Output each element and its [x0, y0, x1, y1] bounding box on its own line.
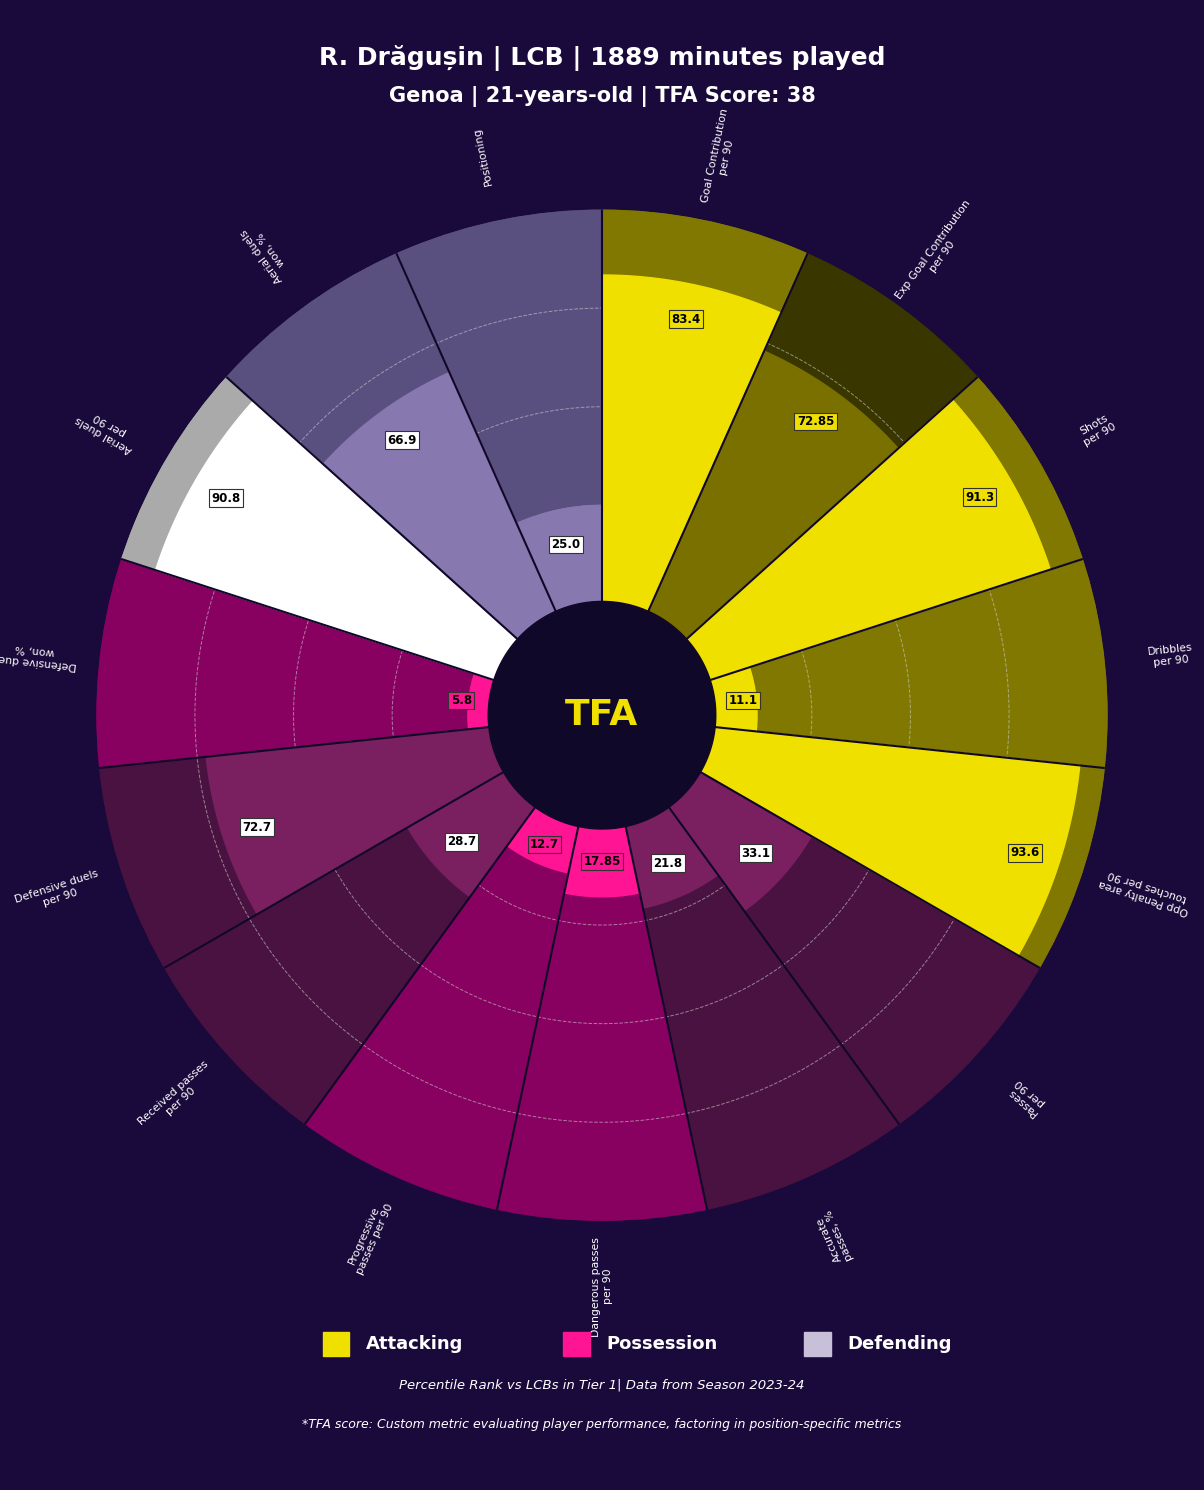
Polygon shape — [99, 727, 506, 968]
Text: Percentile Rank vs LCBs in Tier 1| Data from Season 2023-24: Percentile Rank vs LCBs in Tier 1| Data … — [400, 1378, 804, 1392]
Text: Shots
per 90: Shots per 90 — [1076, 411, 1117, 448]
Polygon shape — [396, 210, 602, 614]
Polygon shape — [226, 253, 556, 641]
Text: 12.7: 12.7 — [530, 837, 559, 851]
Polygon shape — [648, 253, 978, 641]
Text: Dangerous passes
per 90: Dangerous passes per 90 — [591, 1237, 613, 1337]
Polygon shape — [685, 399, 1050, 681]
Polygon shape — [698, 727, 1105, 968]
Text: Genoa | 21-years-old | TFA Score: 38: Genoa | 21-years-old | TFA Score: 38 — [389, 86, 815, 107]
Polygon shape — [164, 770, 537, 1125]
Text: Exp Goal Contribution
per 90: Exp Goal Contribution per 90 — [893, 198, 981, 308]
Text: Defensive duels
won, %: Defensive duels won, % — [0, 641, 78, 671]
Polygon shape — [602, 276, 781, 614]
Text: Attacking: Attacking — [366, 1335, 464, 1353]
Text: Aerial duels
won, %: Aerial duels won, % — [238, 221, 294, 285]
Text: 72.85: 72.85 — [797, 414, 834, 428]
Text: 83.4: 83.4 — [672, 313, 701, 326]
Text: 17.85: 17.85 — [583, 855, 621, 869]
Polygon shape — [507, 805, 579, 873]
Polygon shape — [206, 727, 506, 915]
Polygon shape — [155, 401, 519, 681]
Polygon shape — [648, 352, 898, 641]
Polygon shape — [667, 770, 1040, 1125]
Polygon shape — [468, 673, 496, 729]
Polygon shape — [96, 559, 496, 767]
Text: Received passes
per 90: Received passes per 90 — [136, 1059, 218, 1135]
Text: Defending: Defending — [848, 1335, 952, 1353]
Polygon shape — [408, 770, 537, 897]
Text: Aerial duels
per 90: Aerial duels per 90 — [75, 404, 140, 454]
Text: R. Drăgușin | LCB | 1889 minutes played: R. Drăgușin | LCB | 1889 minutes played — [319, 45, 885, 70]
Text: *TFA score: Custom metric evaluating player performance, factoring in position-s: *TFA score: Custom metric evaluating pla… — [302, 1418, 902, 1432]
Polygon shape — [625, 805, 899, 1210]
Text: Positioning: Positioning — [472, 127, 495, 186]
Polygon shape — [489, 602, 715, 828]
Text: Progressive
passes per 90: Progressive passes per 90 — [344, 1198, 395, 1277]
Text: Goal Contribution
per 90: Goal Contribution per 90 — [701, 107, 742, 206]
Polygon shape — [698, 727, 1080, 955]
Polygon shape — [497, 824, 707, 1220]
Text: Opp Penalty area
touches per 90: Opp Penalty area touches per 90 — [1097, 867, 1193, 916]
Text: 66.9: 66.9 — [388, 434, 417, 447]
Polygon shape — [708, 668, 757, 732]
Polygon shape — [305, 805, 579, 1210]
Text: 33.1: 33.1 — [740, 846, 769, 860]
Text: 25.0: 25.0 — [551, 538, 580, 551]
Polygon shape — [122, 377, 519, 681]
Polygon shape — [708, 559, 1108, 767]
Text: Possession: Possession — [607, 1335, 718, 1353]
Text: 28.7: 28.7 — [447, 836, 476, 848]
Polygon shape — [625, 805, 718, 907]
Text: 91.3: 91.3 — [964, 490, 995, 504]
Text: Defensive duels
per 90: Defensive duels per 90 — [13, 869, 104, 915]
Polygon shape — [517, 505, 602, 614]
Polygon shape — [667, 770, 811, 910]
Text: TFA: TFA — [566, 699, 638, 732]
Text: 11.1: 11.1 — [728, 694, 757, 706]
Text: Passes
per 90: Passes per 90 — [1005, 1077, 1047, 1118]
Text: 90.8: 90.8 — [212, 492, 241, 505]
Polygon shape — [602, 210, 808, 614]
Polygon shape — [323, 372, 556, 641]
Text: 72.7: 72.7 — [243, 821, 272, 834]
Polygon shape — [565, 824, 639, 897]
Text: Dribbles
per 90: Dribbles per 90 — [1146, 642, 1194, 669]
Text: 21.8: 21.8 — [654, 857, 683, 870]
Text: Accurate
passes, %: Accurate passes, % — [814, 1208, 855, 1266]
Text: 5.8: 5.8 — [450, 694, 472, 706]
Polygon shape — [685, 377, 1082, 681]
Text: 93.6: 93.6 — [1010, 846, 1040, 860]
